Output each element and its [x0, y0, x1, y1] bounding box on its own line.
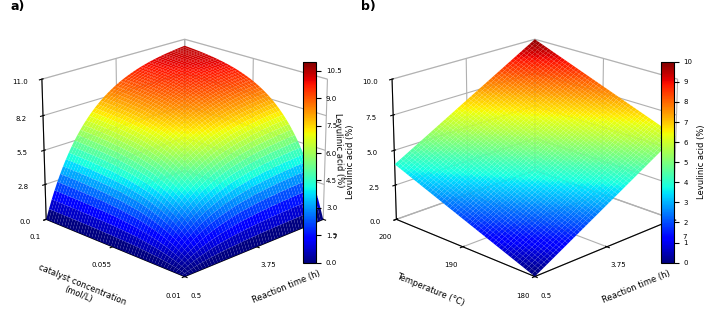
Text: b): b): [361, 0, 375, 13]
Y-axis label: catalyst concentration
(mol/L): catalyst concentration (mol/L): [33, 263, 128, 309]
Y-axis label: Levulinic acid (%): Levulinic acid (%): [346, 125, 355, 200]
X-axis label: Reaction time (h): Reaction time (h): [251, 269, 322, 304]
X-axis label: Reaction time (h): Reaction time (h): [601, 269, 672, 304]
Y-axis label: Levulinic acid (%): Levulinic acid (%): [697, 125, 705, 200]
Y-axis label: Temperature (°C): Temperature (°C): [396, 272, 466, 308]
Text: a): a): [11, 0, 25, 13]
